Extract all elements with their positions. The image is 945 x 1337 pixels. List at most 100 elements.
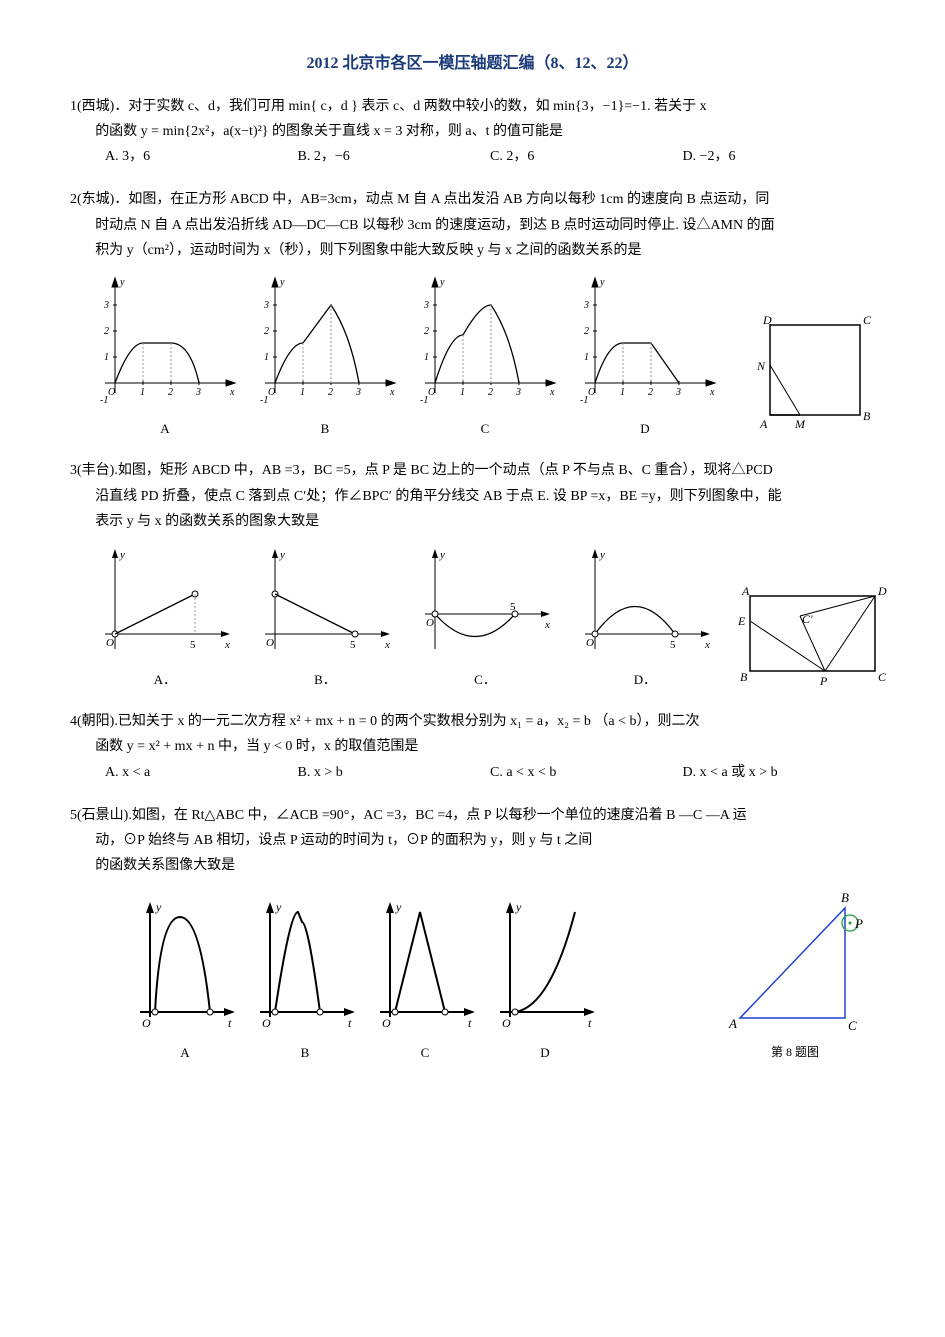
svg-text:D: D (762, 313, 772, 327)
svg-text:A: A (759, 417, 768, 431)
p4-optB: B. x > b (298, 760, 491, 785)
p3-rect-diagram: A D E C' B P C (730, 581, 890, 691)
svg-text:1: 1 (104, 352, 109, 363)
p2-chart-A: y x 3 2 1 -1 O 1 2 3 (90, 273, 240, 413)
p4-line2: 函数 y = x² + mx + n 中，当 y < 0 时，x 的取值范围是 (70, 734, 875, 759)
svg-text:1: 1 (424, 352, 429, 363)
p3-chart-D: y x O 5 (570, 544, 720, 664)
svg-text:y: y (279, 277, 285, 288)
svg-text:3: 3 (195, 387, 201, 398)
p5-label-D: D (540, 1041, 549, 1064)
svg-text:O: O (106, 637, 114, 649)
p2-figures: y x 3 2 1 -1 O 1 2 3 A (90, 273, 875, 440)
svg-text:y: y (439, 549, 445, 561)
svg-text:x: x (709, 387, 715, 398)
p2-chart-D: yx 3 2 1 -1 O 1 2 3 (570, 273, 720, 413)
svg-text:O: O (262, 1016, 271, 1030)
p3-chart-C: y x O 5 (410, 544, 560, 664)
svg-text:y: y (275, 900, 282, 914)
p5-caption: 第 8 题图 (715, 1042, 875, 1064)
svg-text:1: 1 (264, 352, 269, 363)
p5-line1: 如图，在 Rt△ABC 中，∠ACB =90°，AC =3，BC =4，点 P … (132, 808, 747, 823)
p5-figures: y t O A y t O B (130, 888, 875, 1064)
p2-chart-C: yx 3 2 1 -1 O 1 2 3 (410, 273, 560, 413)
problem-2: 2(东城)．如图，在正方形 ABCD 中，AB=3cm，动点 M 自 A 点出发… (70, 187, 875, 440)
svg-text:1: 1 (620, 387, 625, 398)
svg-text:x: x (384, 639, 390, 651)
p3-label-A: A． (154, 668, 176, 691)
p4-optA: A. x < a (105, 760, 298, 785)
svg-text:5: 5 (670, 639, 676, 651)
svg-text:B: B (740, 670, 748, 684)
svg-text:2: 2 (264, 326, 269, 337)
svg-text:O: O (266, 637, 274, 649)
svg-text:3: 3 (355, 387, 361, 398)
svg-text:B: B (863, 409, 871, 423)
p1-label: 1(西城)． (70, 99, 128, 114)
problem-4: 4(朝阳).已知关于 x 的一元二次方程 x² + mx + n = 0 的两个… (70, 709, 875, 785)
p5-label: 5(石景山). (70, 808, 132, 823)
problem-5: 5(石景山).如图，在 Rt△ABC 中，∠ACB =90°，AC =3，BC … (70, 803, 875, 1064)
svg-text:2: 2 (328, 387, 333, 398)
svg-text:x: x (704, 639, 710, 651)
p5-triangle-diagram: B P A C (715, 888, 875, 1038)
svg-text:2: 2 (648, 387, 653, 398)
p3-label: 3(丰台). (70, 463, 118, 478)
p5-label-C: C (421, 1041, 430, 1064)
svg-text:2: 2 (168, 387, 173, 398)
p1-line1: 对于实数 c、d，我们可用 min{ c，d } 表示 c、d 两数中较小的数，… (128, 99, 706, 114)
p2-square-diagram: D C N A M B (745, 310, 875, 440)
svg-text:O: O (502, 1016, 511, 1030)
p3-figures: y x O 5 A． y x O 5 (90, 544, 875, 691)
svg-text:E: E (737, 614, 746, 628)
svg-text:y: y (155, 900, 162, 914)
svg-text:C: C (878, 670, 887, 684)
svg-text:O: O (382, 1016, 391, 1030)
p4-optD: D. x < a 或 x > b (683, 760, 876, 785)
svg-text:C: C (848, 1018, 857, 1033)
svg-text:5: 5 (350, 639, 356, 651)
svg-text:x: x (549, 387, 555, 398)
p5-chart-B: y t O (250, 897, 360, 1037)
svg-text:3: 3 (263, 300, 269, 311)
p5-label-A: A (180, 1041, 189, 1064)
svg-text:y: y (279, 549, 285, 561)
p1-optB: B. 2，−6 (298, 144, 491, 169)
svg-text:O: O (428, 387, 435, 398)
svg-text:B: B (841, 890, 849, 905)
svg-text:O: O (108, 387, 115, 398)
svg-text:t: t (588, 1016, 592, 1030)
p3-line2: 沿直线 PD 折叠，使点 C 落到点 C′处；作∠BPC′ 的角平分线交 AB … (70, 484, 875, 509)
svg-text:1: 1 (460, 387, 465, 398)
p4-label: 4(朝阳). (70, 714, 118, 729)
p5-chart-D: y t O (490, 897, 600, 1037)
svg-text:O: O (588, 387, 595, 398)
svg-text:y: y (439, 277, 445, 288)
svg-text:C: C (863, 313, 872, 327)
svg-text:2: 2 (488, 387, 493, 398)
svg-text:N: N (756, 359, 766, 373)
svg-text:1: 1 (140, 387, 145, 398)
svg-text:O: O (586, 637, 594, 649)
svg-text:y: y (119, 549, 125, 561)
svg-text:P: P (854, 916, 863, 931)
p3-chart-B: y x O 5 (250, 544, 400, 664)
svg-text:x: x (389, 387, 395, 398)
svg-text:3: 3 (515, 387, 521, 398)
svg-text:3: 3 (675, 387, 681, 398)
p5-line2: 动，⊙P 始终与 AB 相切，设点 P 运动的时间为 t，⊙P 的面积为 y，则… (70, 828, 875, 853)
p1-optD: D. −2，6 (683, 144, 876, 169)
svg-text:y: y (599, 549, 605, 561)
page-title: 2012 北京市各区一模压轴题汇编（8、12、22） (70, 50, 875, 79)
svg-text:P: P (819, 674, 828, 688)
svg-text:C': C' (802, 612, 813, 626)
p5-label-B: B (301, 1041, 310, 1064)
svg-text:x: x (544, 619, 550, 631)
p5-chart-C: y t O (370, 897, 480, 1037)
svg-text:t: t (468, 1016, 472, 1030)
svg-text:3: 3 (423, 300, 429, 311)
p3-label-B: B． (314, 668, 336, 691)
svg-text:A: A (741, 584, 750, 598)
p2-label: 2(东城)． (70, 192, 128, 207)
svg-text:O: O (142, 1016, 151, 1030)
